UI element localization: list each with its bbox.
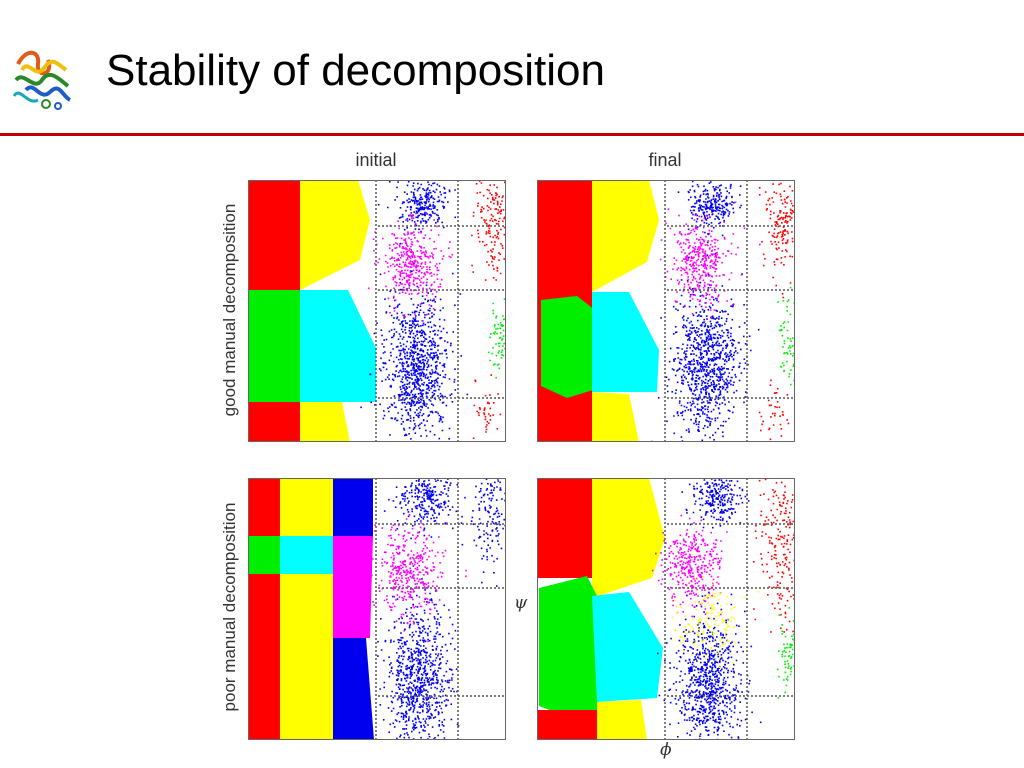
phi-axis-label: ϕ (660, 740, 672, 760)
title-divider (0, 133, 1024, 136)
column-label-final: final (648, 150, 682, 170)
panel-good-initial (248, 180, 506, 442)
protein-structure-icon (12, 50, 72, 110)
psi-axis-label: ψ (514, 593, 528, 613)
panel-poor-initial (248, 478, 506, 740)
panel-good-final (537, 180, 795, 442)
row-label-good: good manual decomposition (220, 203, 239, 417)
ramachandran-figure: initial final good manual decomposition … (212, 148, 812, 760)
row-label-poor: poor manual decomposition (220, 502, 239, 712)
slide-title: Stability of decomposition (106, 46, 605, 95)
column-label-initial: initial (355, 150, 397, 170)
panel-poor-final (537, 478, 795, 740)
